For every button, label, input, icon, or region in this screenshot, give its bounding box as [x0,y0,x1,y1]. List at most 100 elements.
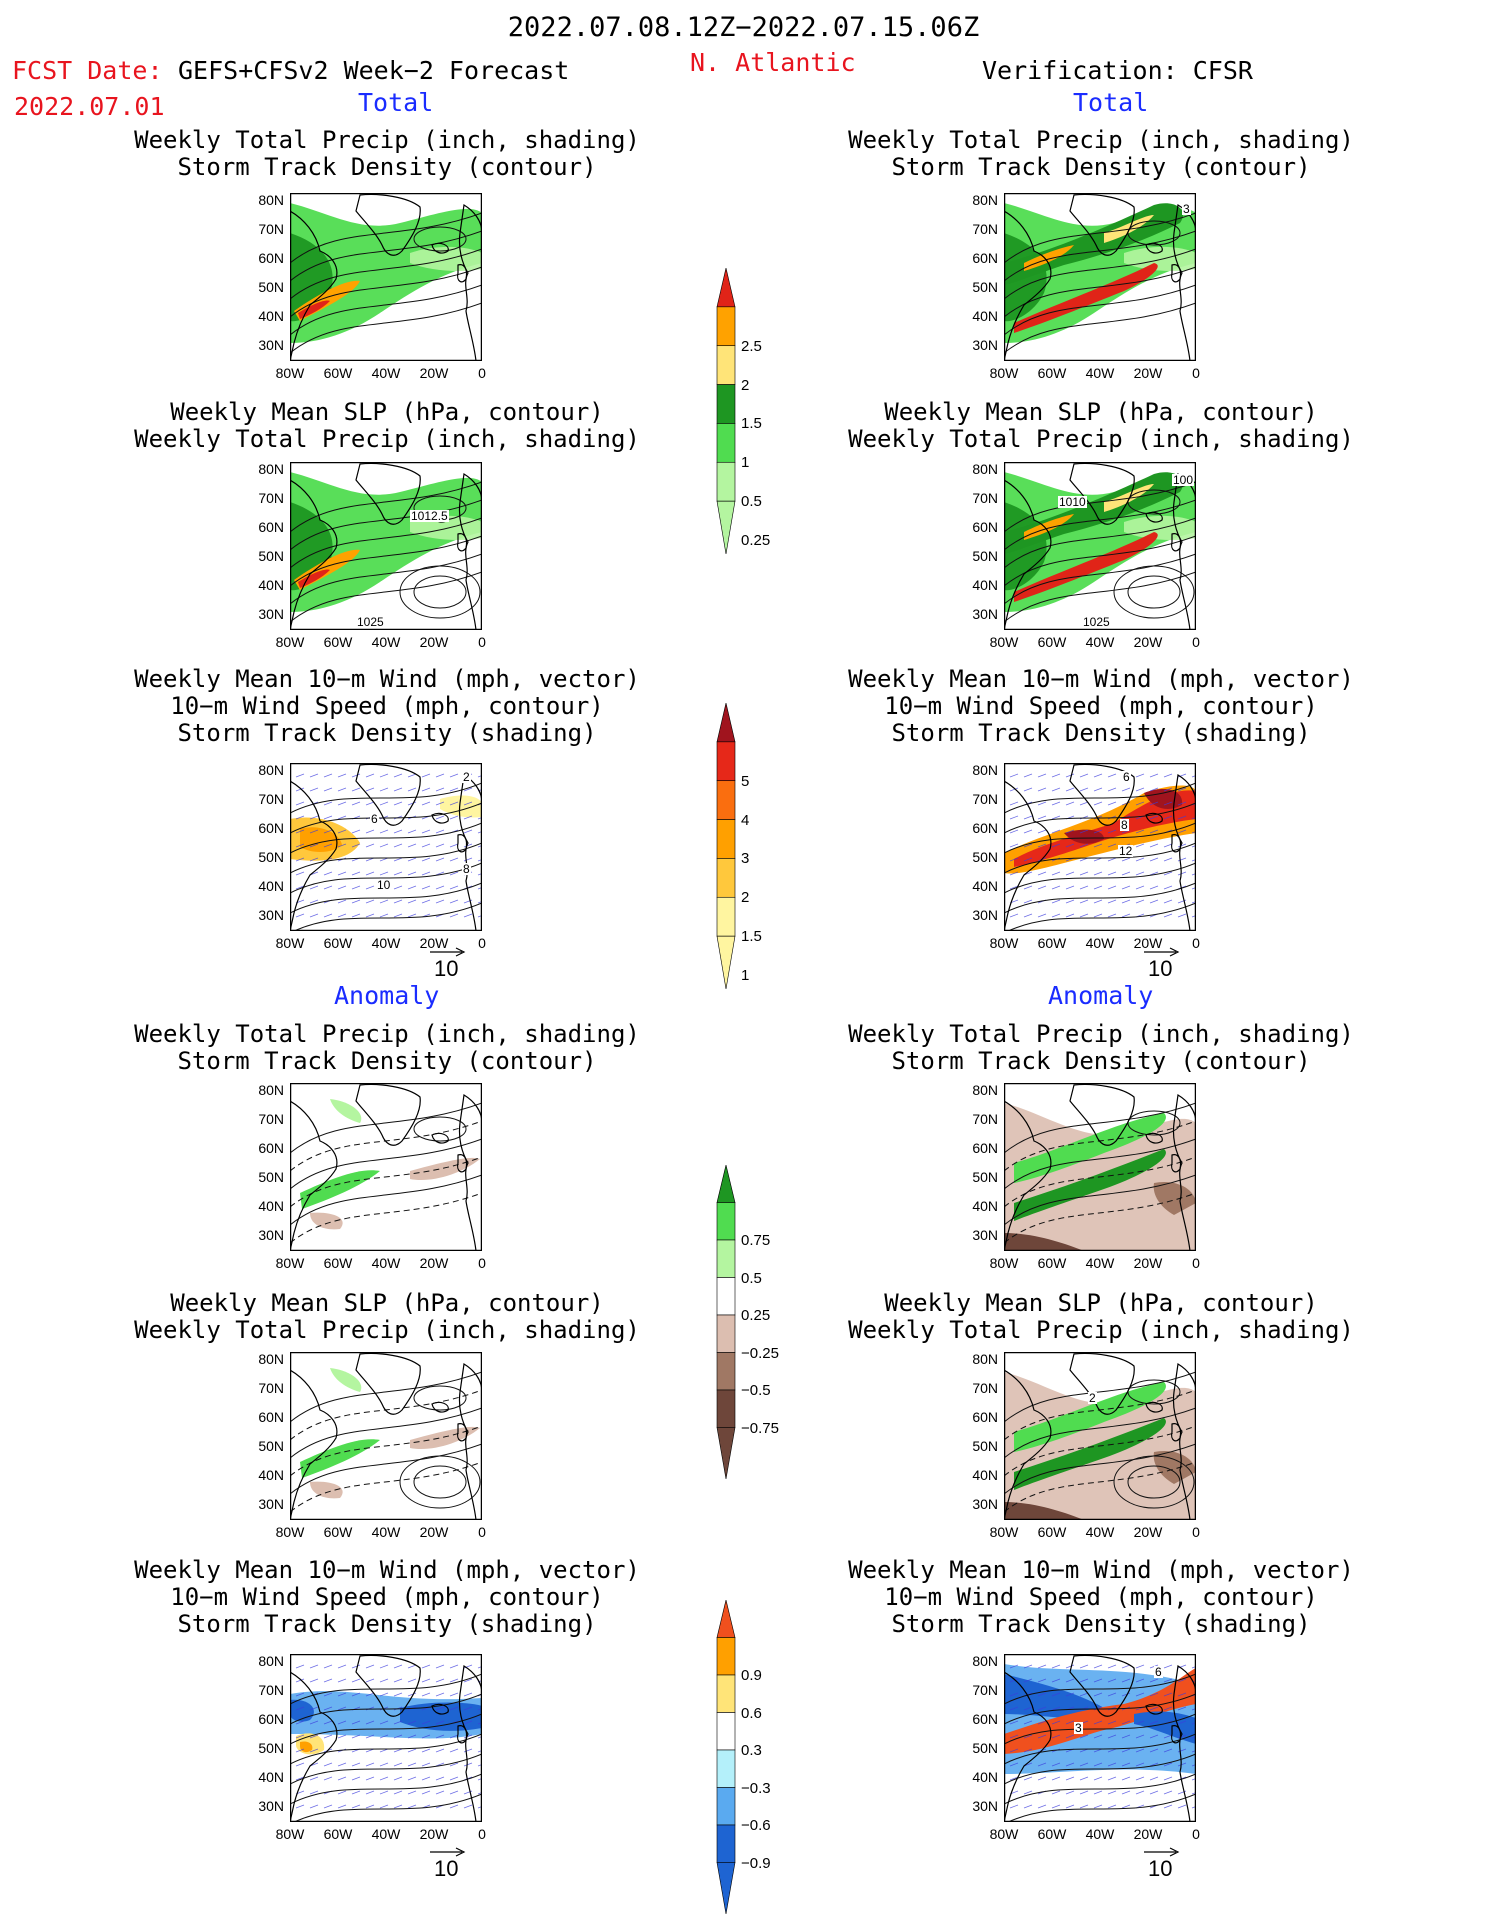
model-label: GEFS+CFSv2 Week−2 Forecast [178,56,570,85]
lat-tick-label: 60N [258,250,284,266]
lon-tick-label: 0 [1192,935,1200,951]
colorbar-label: −0.75 [741,1419,779,1437]
vector-reference-label: 10 [1148,956,1173,981]
contour-label: 1025 [1082,615,1111,629]
panel-title-line: Weekly Total Precip (inch, shading) [134,425,640,453]
map-panel [1004,1352,1196,1520]
map-panel [290,1654,482,1822]
map-svg [1004,1083,1196,1251]
colorbar-label: −0.9 [741,1854,771,1872]
lon-tick-label: 40W [371,1524,401,1540]
lat-tick-label: 80N [972,762,998,778]
lat-tick-label: 40N [258,308,284,324]
lat-tick-label: 70N [258,1380,284,1396]
contour-label: 8 [462,862,471,876]
colorbar-label: 1 [741,967,750,984]
panel-title-line: Weekly Mean SLP (hPa, contour) [884,398,1318,426]
lon-tick-label: 60W [323,634,353,650]
lon-tick-label: 20W [419,1255,449,1271]
lon-tick-label: 20W [419,365,449,381]
map-svg [290,1654,482,1822]
map-panel [290,1083,482,1251]
lon-tick-label: 0 [478,634,486,650]
map-svg [1004,763,1196,931]
vector-reference-arrow [1144,1847,1180,1857]
region-label: N. Atlantic [690,48,856,77]
lat-tick-label: 50N [258,548,284,564]
map-panel [1004,462,1196,630]
lat-tick-label: 80N [972,192,998,208]
colorbar [716,703,736,990]
lon-tick-label: 80W [275,1255,305,1271]
contour-label: 6 [1122,770,1131,784]
panel-title-line: Weekly Mean 10−m Wind (mph, vector) [848,665,1354,693]
panel-title-line: Storm Track Density (contour) [891,1047,1311,1075]
lon-tick-label: 0 [478,935,486,951]
contour-label: 1010 [1058,495,1087,509]
colorbar-label: −0.3 [741,1779,771,1797]
lat-tick-label: 80N [258,461,284,477]
lon-tick-label: 60W [1037,365,1067,381]
panel-title-line: Weekly Mean 10−m Wind (mph, vector) [134,665,640,693]
colorbar [716,1165,736,1480]
colorbar-label: 0.9 [741,1667,762,1684]
colorbar-label: −0.5 [741,1382,771,1399]
colorbar-label: 3 [741,850,750,868]
lat-tick-label: 70N [258,791,284,807]
colorbar-label: 0.6 [741,1704,762,1722]
panel-title-line: Storm Track Density (shading) [891,1610,1311,1638]
lat-tick-label: 50N [972,1438,998,1454]
colorbar-label: 2 [741,376,750,394]
lat-tick-label: 50N [258,279,284,295]
colorbar-label: 5 [741,772,750,790]
lon-tick-label: 80W [275,634,305,650]
lat-tick-label: 60N [972,1409,998,1425]
lat-tick-label: 60N [972,1140,998,1156]
panel-title-line: Storm Track Density (shading) [891,719,1311,747]
lon-tick-label: 40W [371,634,401,650]
colorbar-label: 0.75 [741,1232,771,1249]
lat-tick-label: 70N [258,1111,284,1127]
section-total-right: Total [1073,88,1149,117]
lat-tick-label: 50N [972,849,998,865]
lat-tick-label: 60N [258,1711,284,1727]
lon-tick-label: 20W [419,1826,449,1842]
lon-tick-label: 60W [323,1826,353,1842]
lon-tick-label: 60W [323,365,353,381]
lat-tick-label: 80N [258,192,284,208]
lat-tick-label: 70N [258,1682,284,1698]
lon-tick-label: 20W [1133,365,1163,381]
lat-tick-label: 60N [258,820,284,836]
lon-tick-label: 60W [323,1255,353,1271]
contour-label: 3 [1182,202,1191,216]
lon-tick-label: 60W [1037,1255,1067,1271]
map-panel [1004,1083,1196,1251]
lon-tick-label: 0 [1192,1826,1200,1842]
contour-label: 6 [1154,1665,1163,1679]
map-panel [1004,193,1196,361]
lat-tick-label: 70N [972,791,998,807]
colorbar [716,1600,736,1915]
lat-tick-label: 40N [258,577,284,593]
map-svg [290,1352,482,1520]
map-svg [1004,1352,1196,1520]
lat-tick-label: 30N [972,1227,998,1243]
fcst-date-value: 2022.07.01 [14,92,165,121]
lon-tick-label: 60W [323,1524,353,1540]
contour-label: 10 [376,878,392,892]
lon-tick-label: 0 [1192,634,1200,650]
lat-tick-label: 80N [258,1351,284,1367]
lon-tick-label: 80W [275,365,305,381]
lon-tick-label: 80W [989,1255,1019,1271]
contour-label: 6 [370,812,379,826]
colorbar-label: 0.5 [741,1269,762,1287]
vector-reference-arrow [430,1847,466,1857]
lat-tick-label: 30N [972,907,998,923]
lat-tick-label: 50N [972,279,998,295]
map-svg [290,763,482,931]
section-anomaly-left: Anomaly [334,981,440,1010]
lon-tick-label: 0 [1192,1255,1200,1271]
lon-tick-label: 40W [1085,634,1115,650]
lat-tick-label: 40N [972,1467,998,1483]
lon-tick-label: 0 [1192,365,1200,381]
